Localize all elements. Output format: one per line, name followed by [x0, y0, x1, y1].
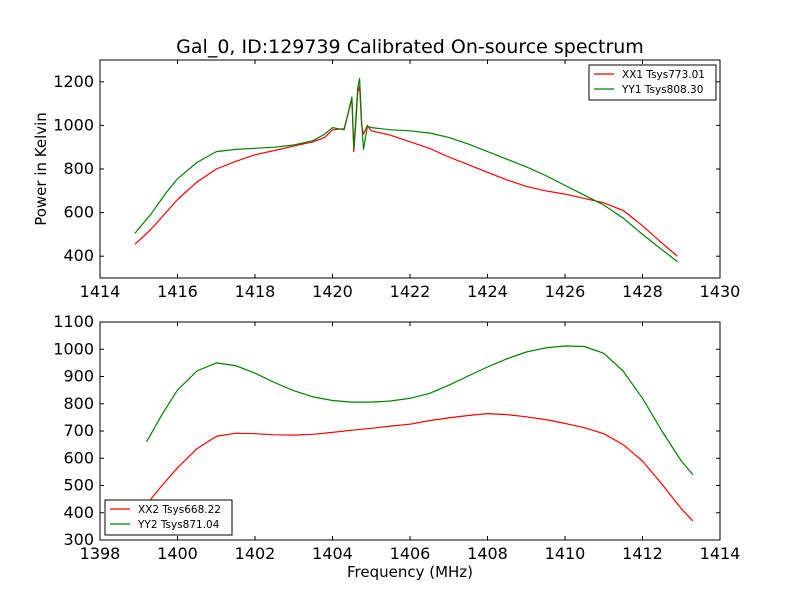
- x-tick-label: 1426: [545, 282, 586, 301]
- series-line-1: [146, 413, 694, 522]
- x-tick-label: 1410: [545, 544, 586, 563]
- y-tick-label: 500: [63, 476, 94, 495]
- y-axis-label: Power in Kelvin: [32, 112, 50, 226]
- y-tick-label: 800: [63, 394, 94, 413]
- chart-title: Gal_0, ID:129739 Calibrated On-source sp…: [176, 36, 644, 58]
- legend-label: XX1 Tsys773.01: [622, 69, 705, 81]
- x-tick-label: 1408: [467, 544, 508, 563]
- y-tick-label: 300: [63, 530, 94, 549]
- legend-box: [588, 64, 717, 101]
- legend: XX2 Tsys668.22 YY2 Tsys871.04: [104, 499, 233, 536]
- y-tick-label: 700: [63, 421, 94, 440]
- x-tick-label: 1414: [80, 282, 121, 301]
- x-tick-label: 1428: [622, 282, 663, 301]
- y-tick-label: 600: [63, 448, 94, 467]
- y-tick-label: 1100: [53, 312, 94, 331]
- legend-label: XX2 Tsys668.22: [138, 504, 221, 516]
- plot-1: 1414 1416 1418 1420 1422 1424 1426 1428 1430 400 6…: [53, 59, 741, 301]
- y-tick-label: 1000: [53, 115, 94, 134]
- series-line-2: [145, 345, 694, 475]
- x-tick-label: 1412: [622, 544, 663, 563]
- y-tick-label: 400: [63, 503, 94, 522]
- y-tick-label: 400: [63, 246, 94, 265]
- series-line-2: [134, 77, 678, 263]
- y-tick-label: 1000: [53, 339, 94, 358]
- legend-label: YY1 Tsys808.30: [621, 84, 703, 96]
- legend-label: YY2 Tsys871.04: [137, 519, 220, 531]
- x-axis-label: Frequency (MHz): [347, 563, 473, 581]
- plot-2: 1398 1400 1402 1404 1406 1408 1410 1412 1414 300 4…: [53, 312, 740, 563]
- x-tick-label: 1414: [700, 544, 741, 563]
- x-tick-label: 1402: [235, 544, 276, 563]
- x-tick-label: 1404: [312, 544, 353, 563]
- y-tick-label: 1200: [53, 72, 94, 91]
- x-tick-label: 1418: [235, 282, 276, 301]
- legend-box: [104, 499, 233, 536]
- series-line-1: [134, 85, 678, 257]
- x-tick-label: 1430: [700, 282, 741, 301]
- x-tick-label: 1398: [80, 544, 121, 563]
- x-tick-label: 1420: [312, 282, 353, 301]
- x-tick-label: 1422: [390, 282, 431, 301]
- y-tick-label: 600: [63, 203, 94, 222]
- legend: XX1 Tsys773.01 YY1 Tsys808.30: [588, 64, 717, 101]
- x-tick-label: 1416: [157, 282, 198, 301]
- y-tick-label: 800: [63, 159, 94, 178]
- x-tick-label: 1400: [157, 544, 198, 563]
- y-tick-label: 900: [63, 367, 94, 386]
- x-tick-label: 1424: [467, 282, 508, 301]
- x-tick-label: 1406: [390, 544, 431, 563]
